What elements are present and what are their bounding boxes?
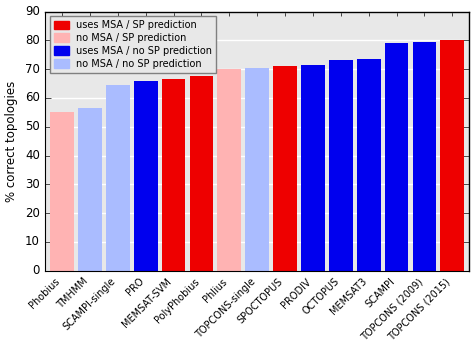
Bar	[190, 76, 213, 271]
Bar	[329, 60, 353, 271]
Bar	[246, 68, 269, 271]
Bar	[78, 108, 102, 271]
Bar	[218, 69, 241, 271]
Bar	[106, 85, 130, 271]
Bar	[357, 59, 381, 271]
Bar	[162, 79, 185, 271]
Bar	[440, 40, 464, 271]
Bar	[273, 66, 297, 271]
Bar	[301, 65, 325, 271]
Bar	[50, 112, 74, 271]
Bar	[412, 42, 436, 271]
Bar	[385, 43, 409, 271]
Y-axis label: % correct topologies: % correct topologies	[5, 81, 18, 202]
Bar	[134, 81, 157, 271]
Legend: uses MSA / SP prediction, no MSA / SP prediction, uses MSA / no SP prediction, n: uses MSA / SP prediction, no MSA / SP pr…	[50, 16, 216, 73]
